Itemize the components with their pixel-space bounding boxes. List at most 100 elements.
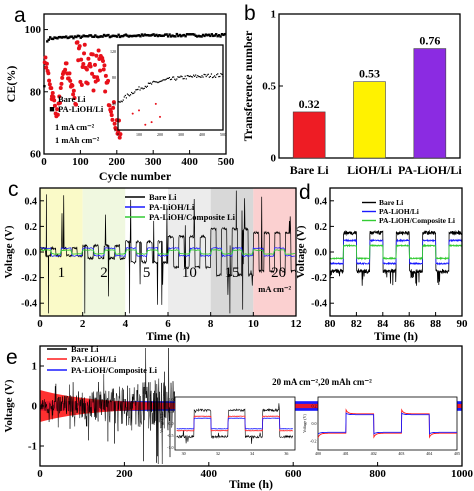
panel-a-x-tick-label: 0 — [41, 156, 47, 168]
ce-point-pa-lioh — [177, 34, 180, 38]
rate-region-label: 5 — [143, 265, 151, 281]
ce-point-pa-lioh — [105, 34, 109, 37]
panel-e-y-tick-label: 0 — [32, 401, 38, 413]
inset-point-pa-lioh — [199, 76, 201, 78]
panel-b-label: b — [244, 2, 256, 25]
ce-point-pa-lioh — [159, 34, 163, 37]
legend-marker-bare-li — [49, 96, 55, 102]
ce-point-bare-li — [64, 61, 69, 66]
legend-label: Bare Li — [71, 344, 99, 354]
panel-a-y-tick-label: 80 — [30, 86, 42, 98]
inset-point-pa-lioh — [193, 74, 195, 76]
panel-d-y-tick-label: 0.2 — [315, 222, 328, 233]
ce-point-pa-lioh — [117, 33, 120, 37]
inset-point-pa-lioh — [163, 79, 165, 81]
panel-e-inset1-frame — [174, 396, 296, 451]
ce-point-pa-lioh — [92, 35, 96, 38]
ce-point-pa-lioh — [213, 34, 216, 37]
inset-point-pa-lioh — [181, 76, 183, 78]
panel-b-ylabel: Transference number — [241, 30, 255, 141]
panel-e-x-tick-label: 1000 — [451, 468, 474, 480]
ce-point-bare-li — [79, 57, 84, 62]
ce-point-pa-lioh — [220, 32, 224, 36]
inset-point-pa-lioh — [125, 97, 127, 99]
ce-point-pa-lioh — [171, 34, 174, 37]
inset1-trace-pa-lioh — [176, 415, 293, 432]
inset1-x-tick-label: 36 — [284, 451, 288, 456]
inset-point-pa-lioh — [153, 80, 155, 82]
inset-point-pa-lioh — [134, 91, 136, 93]
ce-point-pa-lioh — [146, 33, 149, 37]
inset-point-pa-lioh — [172, 76, 174, 78]
inset-point-pa-lioh — [152, 81, 154, 83]
panel-c-y-tick-label: 0.2 — [25, 222, 38, 233]
ce-point-bare-li — [58, 100, 63, 105]
inset-point-pa-lioh — [139, 89, 141, 91]
ce-point-pa-lioh — [193, 33, 196, 36]
ce-point-bare-li — [52, 103, 57, 108]
ce-point-pa-lioh — [165, 33, 168, 36]
panel-e-x-tick-label: 400 — [201, 468, 218, 480]
trace-pa-lioh — [39, 246, 295, 258]
legend-label: PA-LiOH/Composite Li — [379, 216, 455, 225]
ce-point-bare-li — [47, 78, 52, 83]
legend-label: PA-LiOH/Composite Li — [71, 365, 158, 375]
ce-point-pa-lioh — [190, 33, 193, 36]
inset-point-pa-lioh — [197, 75, 199, 77]
ce-point-bare-li — [103, 73, 108, 78]
legend-marker-pa-lioh — [49, 107, 55, 112]
inset-point-pa-lioh — [137, 88, 139, 91]
ce-point-bare-li — [88, 64, 93, 69]
ce-point-pa-lioh — [99, 35, 103, 38]
inset-a-y-tick-label: 40 — [112, 101, 116, 106]
panel-e-x-tick-label: 600 — [285, 468, 302, 480]
inset-a-x-tick-label: 300 — [178, 132, 184, 137]
ce-point-bare-li — [44, 61, 49, 66]
panel-a-y-tick-label: 60 — [30, 149, 42, 161]
ce-point-pa-lioh — [120, 34, 123, 38]
ce-point-pa-lioh — [153, 34, 157, 37]
inset-point-pa-lioh — [145, 86, 147, 88]
inset-point-pa-lioh — [142, 88, 144, 90]
inset2-x-tick-label: 404 — [426, 451, 432, 456]
inset-point-bare-li — [131, 112, 134, 115]
inset-point-pa-lioh — [158, 81, 160, 83]
ce-point-pa-lioh — [168, 33, 171, 36]
panel-e-y-tick-label: 1 — [32, 361, 38, 373]
panel-b-y-tick-label: 0.5 — [262, 81, 276, 93]
panel-b-y-tick-label: 0 — [271, 153, 277, 165]
ce-point-pa-lioh — [82, 34, 85, 37]
ce-point-bare-li — [101, 67, 106, 72]
ce-point-pa-lioh — [54, 36, 58, 40]
inset-point-pa-lioh — [118, 101, 120, 103]
ce-point-pa-lioh — [201, 33, 205, 37]
inset-point-pa-lioh — [133, 92, 135, 94]
ce-point-pa-lioh — [155, 33, 158, 37]
inset-point-pa-lioh — [202, 76, 204, 78]
inset1-y-tick-label: 1.0 — [169, 397, 174, 402]
ce-point-bare-li — [112, 121, 117, 126]
inset2-ylabel: Voltage (V) — [302, 413, 307, 432]
ce-point-bare-li — [47, 82, 52, 87]
inset2-x-tick-label: 400 — [315, 451, 321, 456]
ce-point-bare-li — [90, 71, 95, 76]
ce-point-bare-li — [77, 44, 82, 49]
inset-point-pa-lioh — [191, 76, 194, 78]
ce-point-bare-li — [107, 103, 112, 108]
ce-point-bare-li — [49, 86, 54, 91]
ce-point-pa-lioh — [43, 84, 46, 88]
ce-point-pa-lioh — [191, 33, 195, 36]
inset1-y-tick-label: 0.5 — [169, 409, 174, 414]
inset-point-pa-lioh — [212, 76, 215, 78]
inset-point-pa-lioh — [161, 80, 163, 82]
ce-point-bare-li — [86, 56, 91, 61]
inset-point-pa-lioh — [189, 75, 192, 77]
panel-e-label: e — [6, 346, 18, 369]
panel-d-y-tick-label: 0.4 — [315, 196, 328, 207]
ce-point-pa-lioh — [164, 33, 167, 36]
ce-point-pa-lioh — [63, 35, 66, 39]
inset-point-pa-lioh — [147, 82, 150, 84]
inset-point-pa-lioh — [156, 81, 158, 83]
ce-point-bare-li — [75, 40, 80, 45]
